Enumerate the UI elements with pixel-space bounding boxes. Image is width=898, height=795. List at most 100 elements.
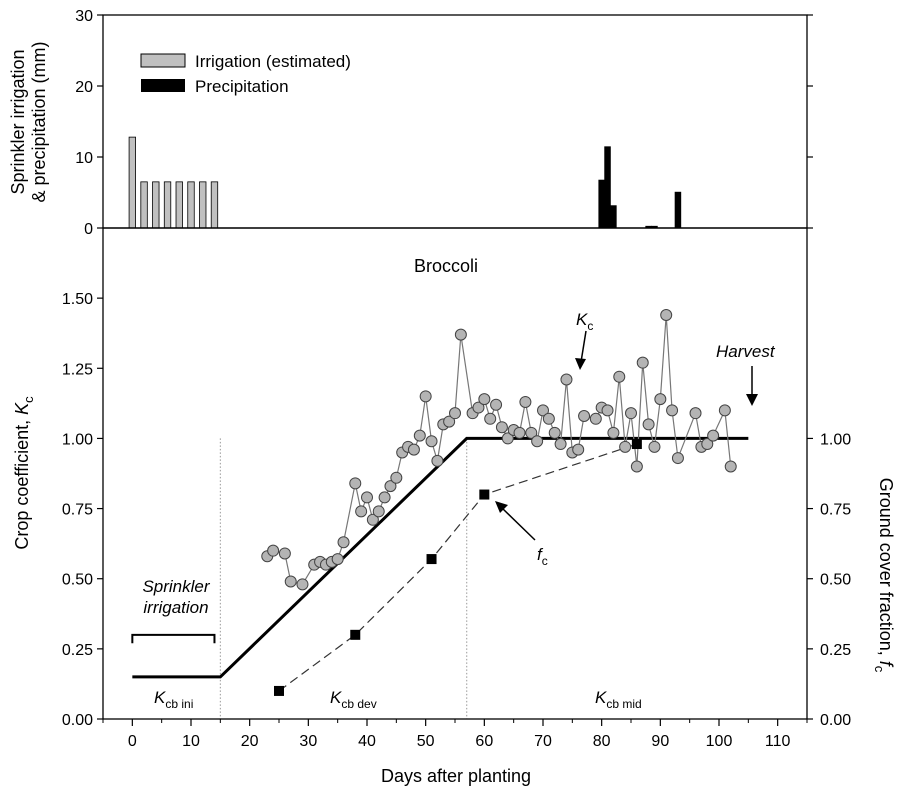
kc-point bbox=[384, 480, 397, 493]
kc-label: Kc bbox=[576, 310, 593, 333]
bottom-panel-content bbox=[132, 308, 749, 719]
top-y-tick-label: 20 bbox=[75, 79, 93, 96]
kc-point bbox=[495, 421, 508, 434]
kc-point bbox=[331, 553, 344, 566]
x-tick-label: 40 bbox=[358, 733, 376, 750]
bar-precipitation bbox=[645, 225, 652, 228]
top-y-axis-title-line1: Sprinkler irrigation bbox=[8, 49, 28, 194]
bottom-panel-frame bbox=[102, 227, 808, 720]
x-tick-label: 0 bbox=[128, 733, 137, 750]
fc-point bbox=[631, 439, 642, 450]
fc-point bbox=[274, 685, 284, 696]
kc-point bbox=[419, 390, 432, 403]
kc-point bbox=[472, 401, 485, 414]
x-tick-label: 20 bbox=[241, 733, 259, 750]
left-y-tick-label: 0.00 bbox=[62, 712, 93, 729]
bar-irrigation bbox=[128, 136, 136, 229]
bar-irrigation bbox=[175, 181, 183, 229]
kc-point bbox=[660, 308, 673, 321]
kc-arrow bbox=[575, 330, 587, 370]
kc-point bbox=[671, 452, 684, 465]
kc-point bbox=[707, 429, 720, 442]
fc-point bbox=[479, 489, 490, 500]
kc-point bbox=[355, 505, 368, 518]
stage-ini-label: Kcb ini bbox=[154, 688, 193, 711]
top-y-tick-label: 10 bbox=[75, 150, 93, 167]
kc-point bbox=[337, 536, 350, 549]
top-y-tick-label: 0 bbox=[84, 221, 93, 238]
x-tick-label: 70 bbox=[534, 733, 552, 750]
bar-irrigation bbox=[187, 181, 195, 229]
bar-irrigation bbox=[152, 181, 160, 229]
kc-point bbox=[589, 412, 602, 425]
kc-point bbox=[625, 407, 637, 420]
left-y-tick-label: 1.00 bbox=[62, 431, 93, 448]
sprinkler-label-line1: Sprinkler bbox=[142, 577, 210, 596]
kc-point bbox=[519, 395, 532, 408]
kc-point bbox=[537, 404, 549, 417]
annotations: Sprinkler irrigation Kc Harvest fc Kcb i… bbox=[131, 310, 776, 711]
kc-point bbox=[689, 407, 702, 420]
kc-point bbox=[554, 438, 567, 451]
top-panel-frame bbox=[102, 14, 808, 229]
stage-mid-label: Kcb mid bbox=[595, 688, 642, 711]
bar-precipitation bbox=[610, 205, 617, 228]
kc-point bbox=[413, 429, 426, 442]
left-y-tick-label: 1.25 bbox=[62, 361, 93, 378]
kc-point bbox=[513, 426, 526, 439]
kc-point bbox=[531, 435, 544, 448]
kc-point bbox=[372, 505, 385, 518]
kc-point bbox=[490, 398, 503, 411]
kc-point bbox=[296, 578, 309, 591]
top-panel-bars bbox=[128, 136, 682, 229]
fc-point bbox=[426, 554, 437, 565]
kc-point bbox=[390, 471, 403, 484]
kc-point bbox=[361, 491, 373, 504]
right-y-axis-title: Ground cover fraction, fc bbox=[872, 478, 896, 673]
kc-point bbox=[601, 404, 614, 417]
kc-point bbox=[636, 356, 649, 369]
kc-point bbox=[454, 328, 467, 341]
kc-point bbox=[501, 432, 514, 445]
legend: Irrigation (estimated) Precipitation bbox=[140, 52, 351, 96]
right-y-tick-label: 0.00 bbox=[820, 712, 851, 729]
right-y-tick-label: 1.00 bbox=[820, 431, 851, 448]
left-y-tick-label: 0.50 bbox=[62, 572, 93, 589]
kc-point bbox=[724, 460, 737, 473]
chart-title: Broccoli bbox=[414, 256, 478, 276]
left-y-tick-label: 0.25 bbox=[62, 642, 93, 659]
kc-point bbox=[607, 426, 620, 439]
kc-point bbox=[613, 370, 626, 383]
kc-point bbox=[349, 477, 362, 490]
stage-dev-label: Kcb dev bbox=[330, 688, 377, 711]
legend-label-irrigation: Irrigation (estimated) bbox=[195, 52, 351, 71]
x-tick-label: 90 bbox=[651, 733, 669, 750]
fc-point bbox=[350, 629, 361, 640]
legend-swatch-irrigation bbox=[140, 53, 186, 68]
top-y-tick-label: 30 bbox=[75, 8, 93, 25]
kc-point bbox=[542, 412, 555, 425]
bar-irrigation bbox=[199, 181, 207, 229]
bar-irrigation bbox=[163, 181, 172, 229]
fc-label: fc bbox=[537, 545, 548, 568]
kc-point bbox=[642, 418, 655, 431]
kcb-line bbox=[132, 436, 749, 679]
sprinkler-label-line2: irrigation bbox=[143, 598, 208, 617]
kc-point bbox=[378, 491, 391, 504]
bar-precipitation bbox=[674, 191, 682, 228]
harvest-label: Harvest bbox=[716, 342, 776, 361]
kc-point bbox=[284, 575, 297, 588]
kc-point bbox=[548, 426, 561, 439]
legend-swatch-precipitation bbox=[141, 79, 185, 92]
x-tick-label: 50 bbox=[417, 733, 435, 750]
kc-line bbox=[266, 314, 732, 586]
left-y-axis-title: Crop coefficient, Kc bbox=[12, 396, 36, 550]
x-tick-label: 100 bbox=[706, 733, 733, 750]
kc-point bbox=[525, 426, 538, 439]
bar-precipitation bbox=[598, 179, 605, 228]
left-y-tick-label: 1.50 bbox=[62, 291, 93, 308]
sprinkler-bracket bbox=[131, 633, 216, 644]
kc-point bbox=[630, 460, 643, 473]
x-tick-label: 10 bbox=[182, 733, 200, 750]
